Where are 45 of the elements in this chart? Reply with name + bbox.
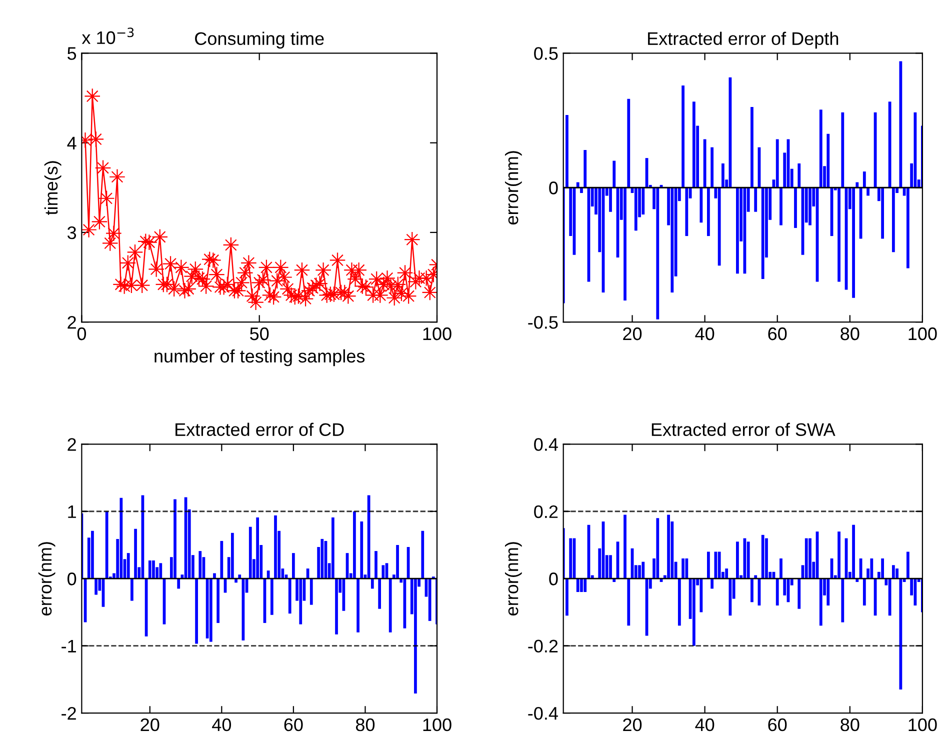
x-tick-label: 60 bbox=[768, 327, 787, 340]
y-axis-title: time(s) bbox=[44, 161, 62, 215]
y-tick-label: -0.5 bbox=[528, 316, 558, 329]
y-tick-label: -0.4 bbox=[528, 706, 558, 720]
chart-title: Extracted error of CD bbox=[176, 422, 344, 436]
y-tick-label: 0 bbox=[549, 572, 558, 586]
x-axis-title: number of testing samples bbox=[154, 349, 365, 366]
y-tick-label: 0.4 bbox=[534, 438, 558, 451]
x-tick-label: 60 bbox=[768, 718, 787, 732]
chart-title: Extracted error of SWA bbox=[652, 422, 836, 436]
y-tick-label: 0.5 bbox=[534, 47, 558, 60]
x-tick-label: 100 bbox=[908, 718, 937, 732]
y-tick-label: 1 bbox=[68, 506, 76, 518]
chart-title: Consuming time bbox=[195, 32, 324, 49]
y-tick-label: 2 bbox=[68, 316, 76, 329]
x-tick-label: 80 bbox=[840, 718, 860, 732]
x-tick-label: 20 bbox=[140, 718, 160, 732]
y-tick-label: 4 bbox=[67, 136, 76, 150]
y-tick-label: 2 bbox=[68, 438, 76, 451]
x-tick-label: 100 bbox=[423, 718, 452, 732]
y-tick-label: 0 bbox=[68, 572, 76, 586]
y-tick-label: 0.2 bbox=[534, 505, 558, 518]
y-axis-title: error(nm) bbox=[504, 542, 522, 616]
chart-title: Extracted error of Depth bbox=[648, 32, 838, 49]
y-tick-label: -2 bbox=[62, 706, 76, 720]
x-tick-label: 0 bbox=[77, 327, 86, 340]
y-axis-title: error(nm) bbox=[38, 542, 56, 616]
x-tick-label: 20 bbox=[623, 718, 642, 732]
x-tick-label: 80 bbox=[356, 718, 375, 732]
text: x 10$^{−3}$ bbox=[82, 28, 134, 44]
y-tick-label: -0.2 bbox=[528, 640, 558, 653]
x-tick-label: 80 bbox=[840, 327, 860, 340]
y-tick-label: 3 bbox=[67, 226, 76, 240]
x-tick-label: 100 bbox=[908, 327, 937, 340]
x-tick-label: 60 bbox=[284, 718, 303, 732]
x-tick-label: 40 bbox=[695, 327, 714, 340]
y-tick-label: -1 bbox=[62, 640, 76, 652]
y-tick-label: 5 bbox=[68, 47, 76, 60]
x-tick-label: 50 bbox=[250, 327, 269, 340]
y-axis-title: error(nm) bbox=[504, 151, 522, 224]
x-tick-label: 40 bbox=[695, 718, 714, 732]
x-tick-label: 40 bbox=[212, 718, 232, 732]
y-tick-label: 0 bbox=[549, 182, 558, 194]
x-tick-label: 100 bbox=[423, 327, 452, 340]
x-tick-label: 20 bbox=[623, 327, 642, 340]
